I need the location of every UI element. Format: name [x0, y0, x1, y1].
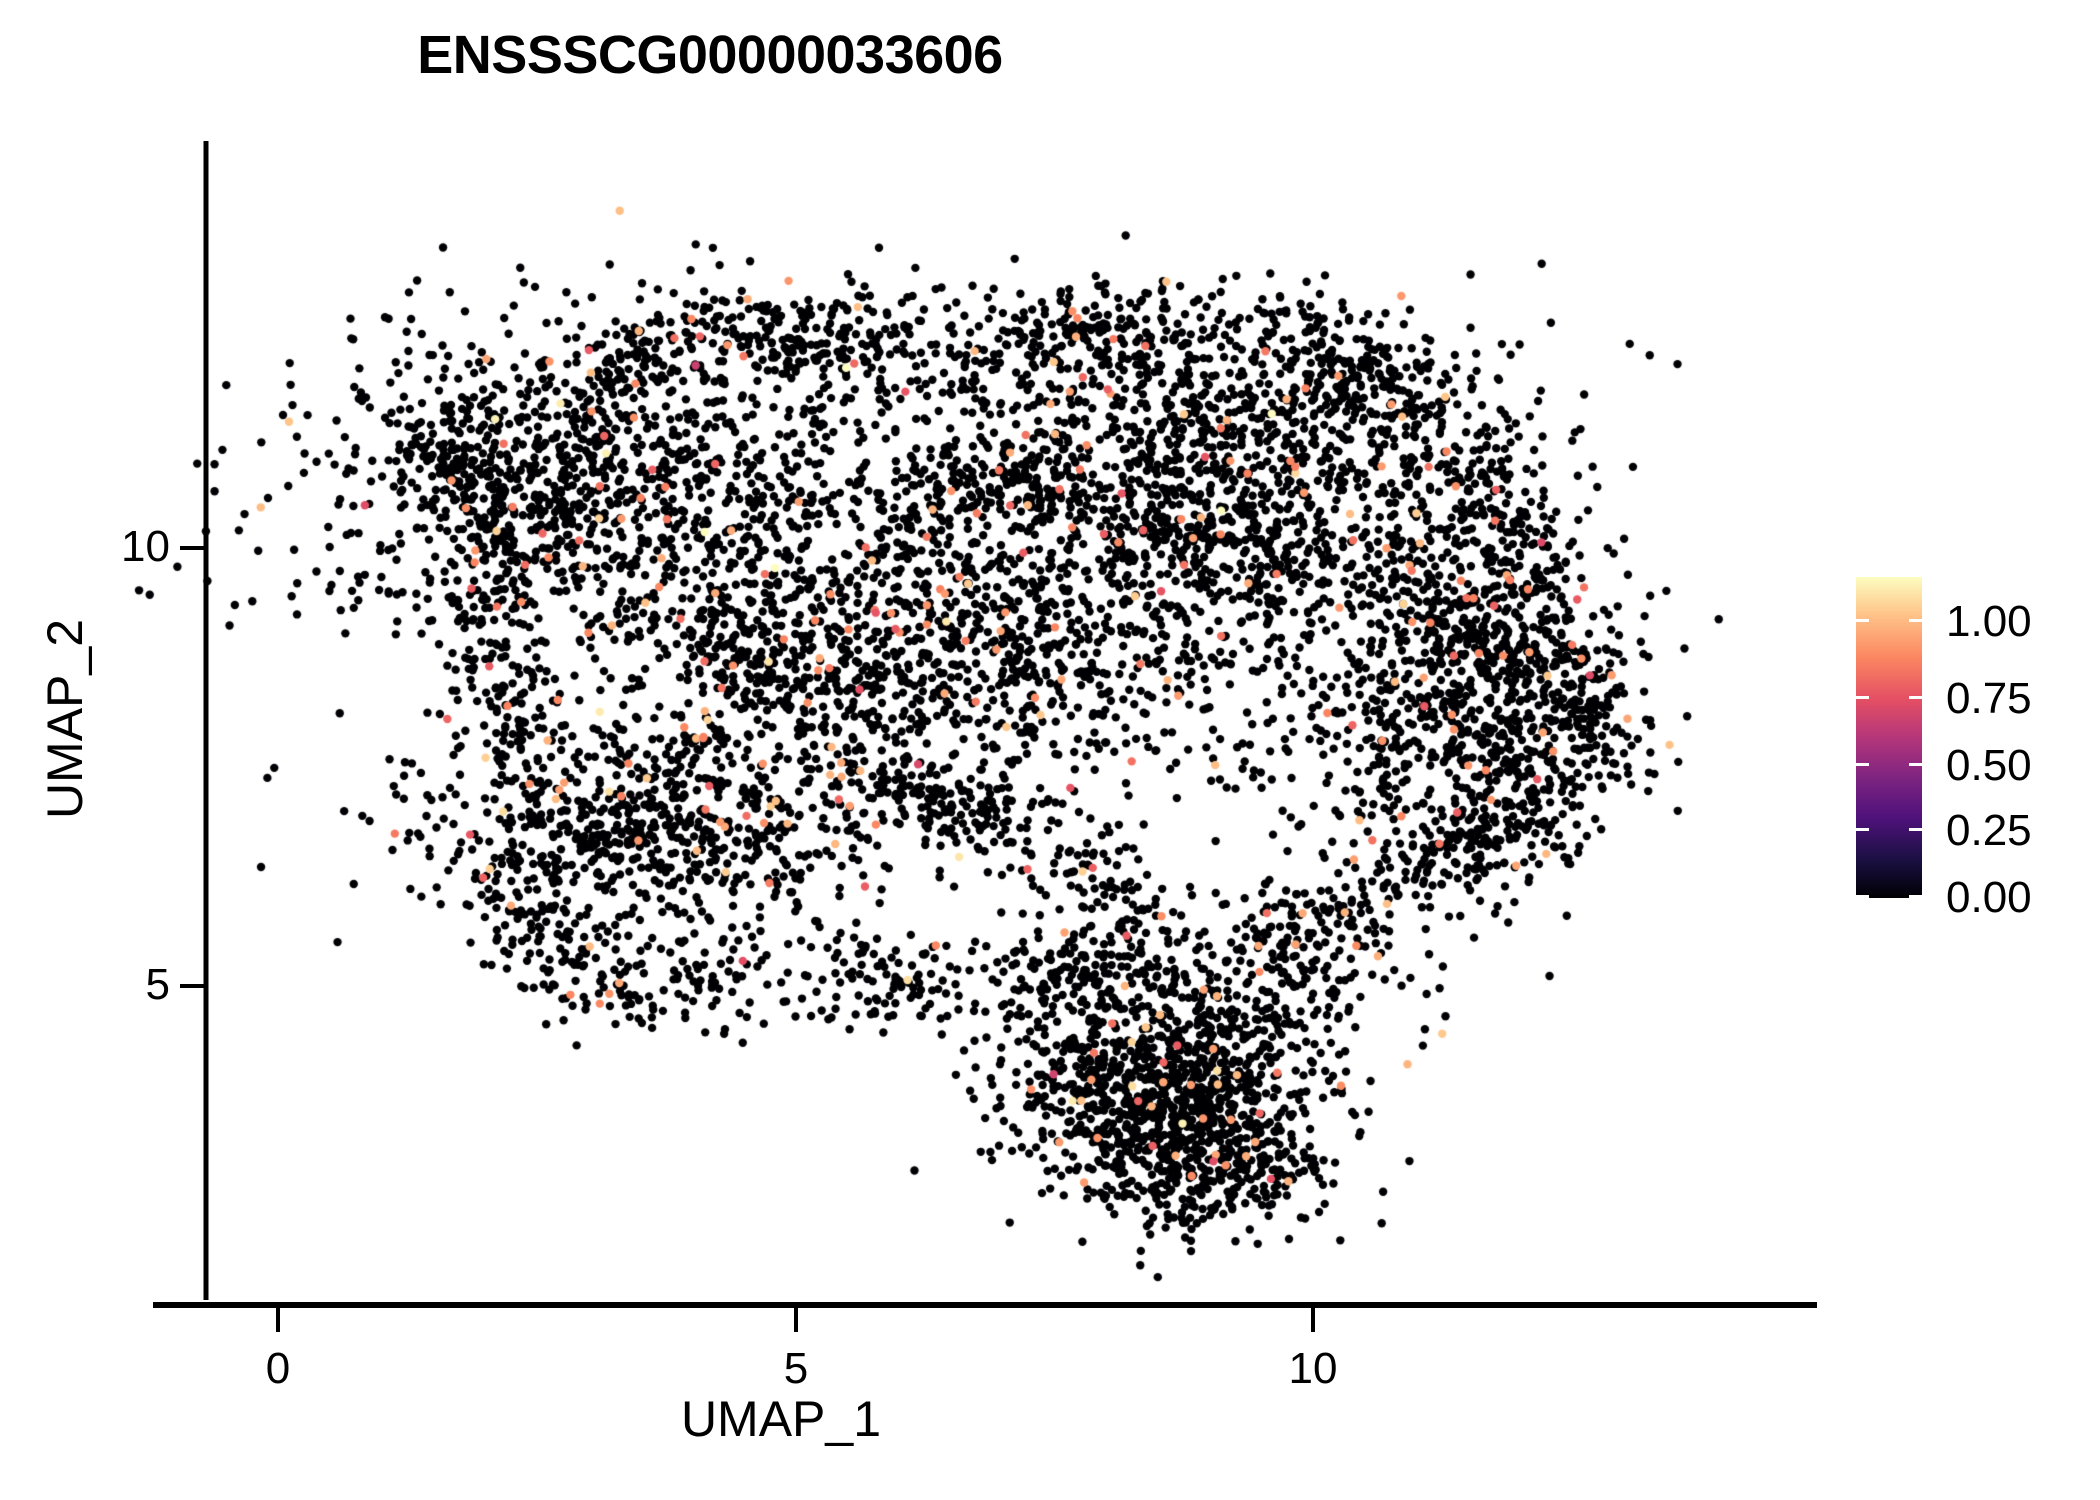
x-axis-title: UMAP_1 [680, 1391, 882, 1447]
colorbar-tick-0.75-left [1856, 696, 1869, 699]
legend-label-0.50: 0.50 [1946, 741, 2032, 790]
colorbar-tick-0.25-left [1856, 828, 1869, 831]
legend-label-0.75: 0.75 [1946, 674, 2032, 723]
colorbar-tick-0.00-left [1856, 895, 1869, 898]
colorbar-tick-1.00-right [1909, 619, 1922, 622]
x-tick-label-10: 10 [1288, 1344, 1338, 1393]
y-tick-label-5: 5 [145, 960, 170, 1009]
color-legend: 1.00 0.75 0.50 0.25 0.00 [1856, 577, 2086, 922]
colorbar-tick-0.50-right [1909, 763, 1922, 766]
colorbar-tick-0.00-right [1909, 895, 1922, 898]
colorbar-tick-1.00-left [1856, 619, 1869, 622]
colorbar-tick-0.25-right [1909, 828, 1922, 831]
x-tick-label-5: 5 [783, 1344, 809, 1393]
colorbar-gradient [1856, 577, 1922, 898]
y-tick-label-10: 10 [121, 522, 170, 571]
colorbar-tick-0.75-right [1909, 696, 1922, 699]
legend-label-1.00: 1.00 [1946, 597, 2032, 646]
colorbar-tick-0.50-left [1856, 763, 1869, 766]
legend-label-0.00: 0.00 [1946, 873, 2032, 922]
x-tick-label-0: 0 [265, 1344, 291, 1393]
legend-label-0.25: 0.25 [1946, 806, 2032, 855]
y-axis-title: UMAP_2 [37, 618, 93, 820]
